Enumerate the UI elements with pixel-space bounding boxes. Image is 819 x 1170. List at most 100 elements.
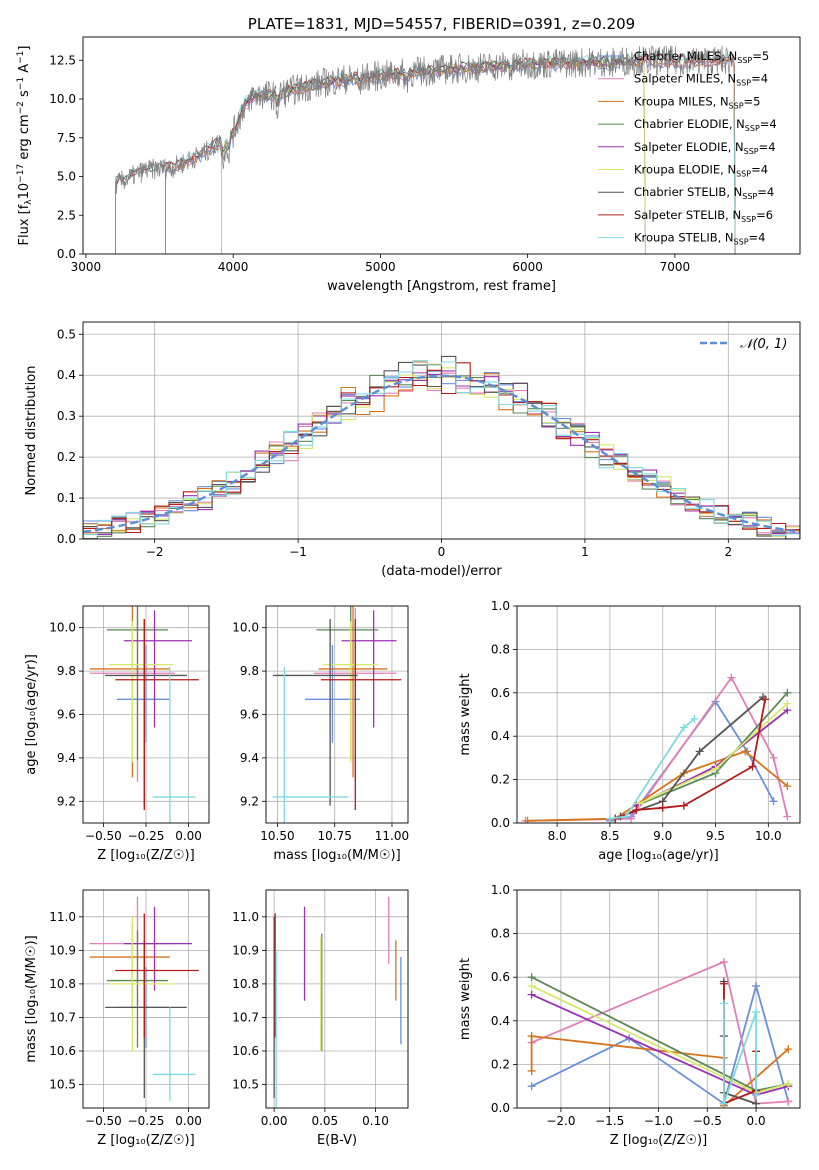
y-tick-label: 9.4 xyxy=(240,751,259,765)
weight-marker xyxy=(784,1080,793,1089)
legend-subscript: SSP xyxy=(737,56,752,65)
x-tick-label: −0.5 xyxy=(693,1114,722,1128)
x-axis-label: wavelength [Angstrom, rest frame] xyxy=(327,279,556,294)
weight-marker xyxy=(627,814,636,823)
y-tick-label: 9.8 xyxy=(57,664,76,678)
plot-area xyxy=(521,673,792,823)
x-axis-label: age [log₁₀(age/yr)] xyxy=(598,848,719,863)
model-spectrum-line xyxy=(221,55,646,254)
legend-tail: =4 xyxy=(760,117,777,131)
y-tick-label: 9.2 xyxy=(57,794,76,808)
weight-marker xyxy=(784,1045,793,1054)
axes-residuals: −2 −1 0 1 2 0.0 0.1 0.2 0.3 0.4 0.5 (data-model)/er… xyxy=(24,321,801,579)
weight-line xyxy=(723,1003,757,1104)
x-tick-label: −0.25 xyxy=(128,829,165,843)
y-tick-label: 0.3 xyxy=(57,409,76,423)
x-tick-label: 0.0 xyxy=(747,1114,766,1128)
x-axis-label: (data-model)/error xyxy=(381,564,502,579)
model-spectrum-line xyxy=(165,58,736,254)
weight-marker xyxy=(783,688,792,697)
weight-marker xyxy=(783,782,792,791)
x-tick-label: −0.50 xyxy=(85,829,122,843)
y-tick-label: 0.2 xyxy=(491,773,510,787)
y-tick-label: 10.9 xyxy=(49,943,76,957)
axes-frame xyxy=(82,605,210,824)
x-tick-label: 3000 xyxy=(71,260,102,274)
legend-subscript: SSP xyxy=(745,124,760,133)
plot-area xyxy=(273,896,402,1108)
weight-marker xyxy=(752,1099,761,1108)
x-tick-label: −2 xyxy=(146,545,164,559)
legend-subscript: SSP xyxy=(742,192,757,201)
x-tick-label: 0.00 xyxy=(175,1114,202,1128)
y-tick-label: 11.0 xyxy=(232,910,259,924)
plot-area xyxy=(89,896,199,1102)
y-axis-label: age [log₁₀(age/yr)] xyxy=(24,654,39,775)
x-tick-label: 7000 xyxy=(660,260,691,274)
axes-frame xyxy=(82,889,210,1109)
weight-line xyxy=(527,750,788,822)
legend-tail: =6 xyxy=(756,208,773,222)
axes-weight_vs_age: 8.0 8.5 9.0 9.5 10.0 0.0 0.2 0.4 0.6 0.8 1.0 age [l… xyxy=(458,599,801,863)
axes-frame xyxy=(82,321,801,540)
weight-marker xyxy=(605,814,614,823)
axes-spectrum: 3000 4000 5000 6000 7000 0.0 2.5 5.0 7.5 10.0 12.5… xyxy=(49,36,801,294)
y-tick-label: 10.6 xyxy=(232,1044,259,1058)
weight-marker xyxy=(658,803,667,812)
weight-marker xyxy=(783,699,792,708)
weight-marker xyxy=(679,723,688,732)
weight-line xyxy=(609,718,695,820)
weight-marker xyxy=(727,673,736,682)
legend-subscript: SSP xyxy=(734,238,749,247)
weight-marker xyxy=(527,990,536,999)
y-tick-label: 10.0 xyxy=(49,621,76,635)
legend-entry: Kroupa ELODIE, NSSP=4 xyxy=(634,163,768,179)
x-tick-label: 0.05 xyxy=(311,1114,338,1128)
weight-marker xyxy=(752,981,761,990)
legend-subscript: SSP xyxy=(741,215,756,224)
weight-marker xyxy=(719,999,728,1008)
y-tick-label: 0.0 xyxy=(491,1101,510,1115)
weight-marker xyxy=(527,981,536,990)
weight-marker xyxy=(752,1008,761,1017)
weight-marker xyxy=(783,812,792,821)
weight-marker xyxy=(741,747,750,756)
y-tick-label: 9.2 xyxy=(240,794,259,808)
weight-marker xyxy=(719,979,728,988)
y-tick-label: 9.8 xyxy=(240,664,259,678)
weight-marker xyxy=(527,1032,536,1041)
axes-frame xyxy=(516,605,801,824)
x-tick-label: 0.00 xyxy=(175,829,202,843)
plot-area xyxy=(272,606,402,823)
y-tick-label: 2.5 xyxy=(57,208,76,222)
y-tick-label: 10.5 xyxy=(49,1078,76,1092)
x-tick-label: −2.0 xyxy=(546,1114,575,1128)
x-tick-label: 2 xyxy=(724,545,732,559)
legend-subscript: SSP xyxy=(744,147,759,156)
y-tick-label: 10.5 xyxy=(232,1078,259,1092)
y-tick-label: 0.6 xyxy=(491,970,510,984)
y-tick-label: 0.0 xyxy=(57,247,76,261)
legend-tail: =5 xyxy=(752,49,769,63)
y-tick-label: 0.5 xyxy=(57,327,76,341)
legend-entry: Salpeter ELODIE, NSSP=4 xyxy=(634,140,776,156)
y-tick-label: 0.4 xyxy=(491,1014,510,1028)
x-tick-label: 11.00 xyxy=(375,829,409,843)
weight-line xyxy=(614,699,767,820)
legend-entry: 𝒩(0, 1) xyxy=(740,337,787,352)
weight-marker xyxy=(784,1097,793,1106)
x-tick-label: 8.0 xyxy=(548,829,567,843)
legend-subscript: SSP xyxy=(729,101,744,110)
x-tick-label: −1.0 xyxy=(644,1114,673,1128)
legend-entry: Chabrier MILES, NSSP=5 xyxy=(634,49,769,65)
y-axis-label: Flux [fλ10−17 erg cm−2 s−1 A−1] xyxy=(16,46,34,246)
y-tick-label: 10.8 xyxy=(232,977,259,991)
plot-area xyxy=(115,45,736,254)
legend-tail: =4 xyxy=(749,231,766,245)
legend-tail: =4 xyxy=(759,140,776,154)
axes-mass_vs_ebv: 0.00 0.05 0.10 10.5 10.6 10.7 10.8 10.9 11.0 E(B-… xyxy=(232,889,409,1148)
weight-line xyxy=(531,960,789,1105)
y-tick-label: 1.0 xyxy=(491,599,510,613)
y-tick-label: 9.6 xyxy=(240,708,259,722)
